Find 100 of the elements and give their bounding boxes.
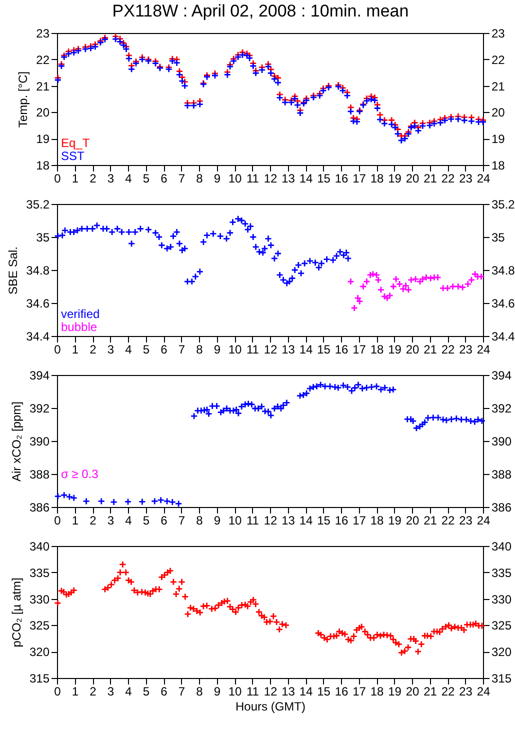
x-tick-label: 5 [142, 342, 150, 356]
point [354, 294, 362, 302]
x-tick-label: 20 [406, 342, 420, 356]
x-tick-label: 5 [142, 172, 150, 186]
y-tick-label: 34.6 [26, 296, 50, 310]
y2-tick-label: 21 [492, 79, 506, 94]
x-tick-label: 15 [317, 342, 331, 356]
x-tick-label: 14 [299, 684, 313, 698]
x-tick-label: 19 [388, 172, 402, 186]
text: bubble [61, 320, 98, 334]
y-tick-label: 23 [36, 26, 50, 40]
chart-title: PX118W : April 02, 2008 : 10min. mean [112, 2, 409, 20]
x-tick-label: 9 [214, 172, 221, 186]
y-tick-label: 19 [36, 132, 50, 146]
point [356, 298, 364, 306]
x-tick-label: 14 [299, 172, 313, 186]
x-tick-label: 5 [142, 684, 150, 698]
y-tick-label: 21 [36, 79, 50, 94]
x-tick-label: 2 [90, 172, 97, 186]
y2-tick-label: 20 [492, 106, 506, 120]
y2-tick-label: 315 [492, 672, 512, 686]
x-tick-label: 8 [196, 684, 204, 698]
y-axis-title: Air xCO₂ [ppm] [9, 401, 24, 482]
x-tick-label: 0 [54, 514, 62, 528]
x-tick-label: 21 [424, 342, 438, 356]
x-tick-label: 1 [72, 342, 79, 356]
x-tick-label: 10 [228, 684, 242, 698]
y-tick-label: 35 [36, 230, 50, 244]
x-tick-label: 18 [370, 514, 384, 528]
x-tick-label: 4 [125, 342, 132, 356]
x-tick-label: 16 [334, 684, 348, 698]
x-tick-label: 24 [476, 684, 490, 698]
x-tick-label: 16 [334, 172, 348, 186]
point [426, 274, 434, 282]
x-tick-label: 7 [178, 684, 186, 698]
x-tick-label: 19 [388, 684, 402, 698]
x-tick-label: 17 [352, 684, 366, 698]
annotation: σ ≥ 0.3 [61, 467, 99, 481]
y2-tick-label: 18 [492, 158, 506, 172]
x-tick-label: 8 [196, 172, 204, 186]
point [418, 275, 426, 283]
x-tick-label: 3 [107, 514, 114, 528]
x-tick-label: 20 [406, 684, 420, 698]
x-tick-label: 5 [142, 514, 150, 528]
x-tick-label: 6 [160, 172, 168, 186]
x-tick-label: 11 [246, 172, 260, 186]
x-tick-label: 2 [90, 514, 97, 528]
x-tick-label: 0 [54, 172, 62, 186]
y2-tick-label: 386 [492, 500, 512, 514]
y2-tick-label: 394 [492, 368, 512, 382]
y2-tick-label: 320 [492, 645, 512, 660]
y-tick-label: 330 [29, 592, 50, 606]
x-tick-label: 7 [178, 172, 186, 186]
x-tick-label: 2 [90, 342, 97, 356]
x-tick-label: 2 [90, 684, 97, 698]
x-tick-label: 22 [441, 684, 455, 698]
x-tick-label: 13 [282, 514, 296, 528]
x-tick-label: 23 [459, 684, 473, 698]
point [359, 282, 367, 290]
x-tick-label: 11 [246, 342, 260, 356]
point [390, 282, 398, 290]
x-tick-label: 11 [246, 684, 260, 698]
x-tick-label: 22 [441, 342, 455, 356]
y-axis-title: Temp. [°C] [16, 71, 30, 128]
x-tick-label: 23 [459, 172, 473, 186]
x-tick-label: 21 [424, 514, 438, 528]
text: Eq_T [61, 136, 90, 150]
x-tick-label: 4 [125, 172, 132, 186]
point [402, 282, 410, 290]
x-tick-label: 4 [125, 514, 132, 528]
x-tick-label: 12 [264, 342, 278, 356]
x-tick-label: 9 [214, 342, 221, 356]
x-tick-label: 18 [370, 342, 384, 356]
x-tick-label: 20 [406, 514, 420, 528]
y-tick-label: 315 [29, 672, 50, 686]
x-tick-label: 18 [370, 172, 384, 186]
x-tick-label: 24 [476, 172, 490, 186]
y2-tick-label: 325 [492, 618, 512, 633]
point [377, 286, 385, 294]
x-tick-label: 10 [228, 172, 242, 186]
x-tick-label: 17 [352, 172, 366, 186]
y-tick-label: 34.8 [26, 264, 50, 278]
point [386, 292, 394, 300]
y2-tick-label: 35.2 [492, 198, 515, 212]
y-tick-label: 20 [36, 106, 50, 120]
x-tick-label: 18 [370, 684, 384, 698]
x-tick-label: 13 [282, 684, 296, 698]
y-axis-title: pCO₂ [µ atm] [9, 578, 24, 648]
x-tick-label: 9 [214, 684, 221, 698]
x-tick-label: 15 [317, 172, 331, 186]
y2-tick-label: 390 [492, 434, 512, 448]
y-tick-label: 386 [29, 500, 50, 514]
y-axis-title: SBE Sal. [6, 246, 20, 295]
point [363, 278, 370, 286]
x-tick-label: 6 [160, 514, 168, 528]
y2-tick-label: 34.8 [492, 264, 515, 278]
x-tick-label: 4 [125, 684, 132, 698]
x-tick-label: 24 [476, 342, 490, 356]
x-tick-label: 11 [246, 514, 260, 528]
x-tick-label: 14 [299, 342, 313, 356]
